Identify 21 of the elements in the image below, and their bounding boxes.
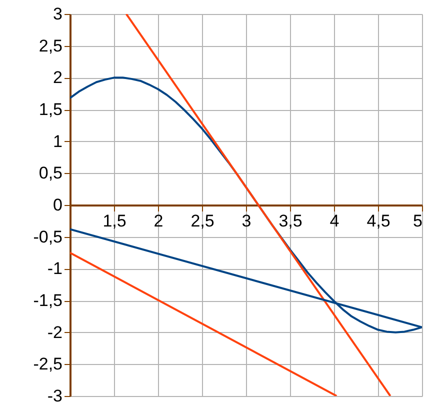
x-tick-label: 4: [330, 212, 340, 230]
y-tick-label: 0: [53, 196, 62, 214]
y-tick-label: -0,5: [33, 227, 62, 246]
y-tick-label: 1,5: [38, 100, 62, 119]
x-tick-label: 3: [242, 212, 252, 230]
y-tick-label: -3: [47, 386, 62, 406]
y-tick-label: -1,5: [33, 291, 62, 310]
y-tick-label: 2: [53, 68, 62, 88]
x-tick-label: 5: [413, 212, 422, 230]
y-tick-label: 2,5: [38, 36, 62, 56]
x-tick-label: 3,5: [278, 212, 302, 230]
y-tick-label: -1: [47, 259, 62, 278]
x-tick-label: 2: [154, 212, 164, 230]
y-tick-label: -2: [47, 322, 62, 342]
y-tick-label: -2,5: [33, 354, 62, 374]
x-tick-label: 1,5: [102, 212, 126, 230]
y-tick-label: 1: [53, 132, 62, 151]
x-tick-label: 2,5: [190, 212, 214, 230]
y-tick-label: 3: [53, 4, 62, 24]
y-tick-label: 0,5: [38, 164, 62, 183]
x-tick-label: 4,5: [366, 212, 390, 230]
